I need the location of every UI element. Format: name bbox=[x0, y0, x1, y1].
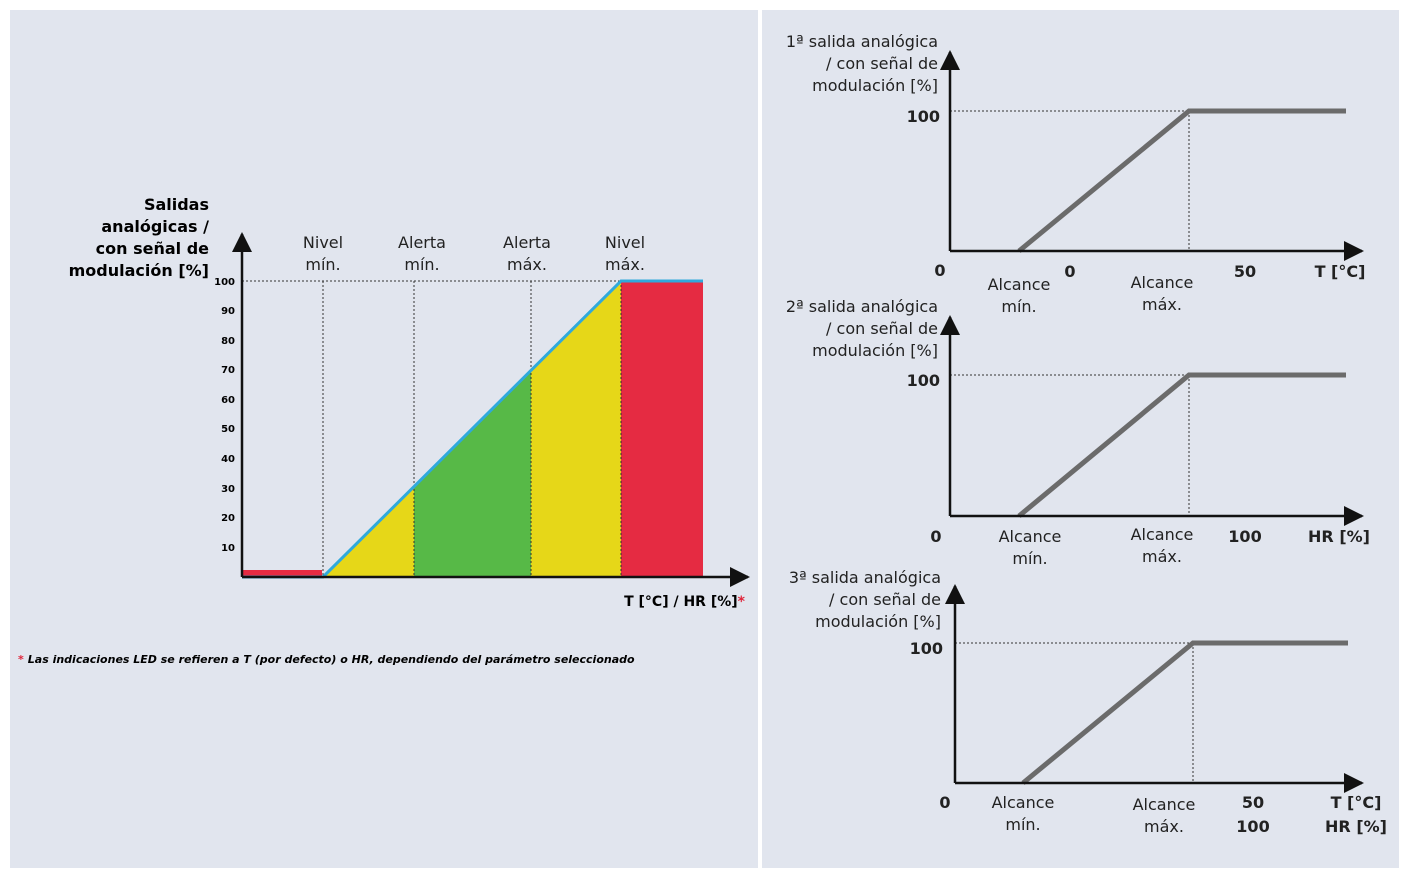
main-y-ticks: 100 90 80 70 60 50 40 30 20 10 bbox=[214, 277, 235, 554]
chart1-title-line1: 1ª salida analógica bbox=[786, 32, 938, 51]
chart2-origin-label: 0 bbox=[930, 527, 941, 546]
chart3-origin-label: 0 bbox=[939, 793, 950, 812]
chart1-y-label-100: 100 bbox=[907, 107, 940, 126]
chart2-title-line2: / con señal de bbox=[826, 319, 938, 338]
chart2-range-max-2: máx. bbox=[1142, 547, 1182, 566]
chart3-y-label-100: 100 bbox=[910, 639, 943, 658]
chart1-range-max-2: máx. bbox=[1142, 295, 1182, 314]
chart2-range-min-2: mín. bbox=[1012, 549, 1047, 568]
marker-label-nivel-min-2: mín. bbox=[305, 255, 340, 274]
marker-label-nivel-max-1: Nivel bbox=[605, 233, 645, 252]
chart1-curve bbox=[1017, 108, 1346, 253]
y-tick-label: 70 bbox=[221, 365, 235, 376]
chart1-range-max-1: Alcance bbox=[1131, 273, 1194, 292]
marker-label-alerta-min-1: Alerta bbox=[398, 233, 446, 252]
main-x-axis-asterisk: * bbox=[738, 594, 746, 610]
chart3-range-min-2: mín. bbox=[1005, 815, 1040, 834]
marker-label-nivel-max-2: máx. bbox=[605, 255, 645, 274]
chart2-x-tick-100: 100 bbox=[1228, 527, 1261, 546]
marker-label-alerta-max-2: máx. bbox=[507, 255, 547, 274]
y-tick-label: 100 bbox=[214, 277, 235, 288]
chart2-range-max-1: Alcance bbox=[1131, 525, 1194, 544]
chart1-range-min-1: Alcance bbox=[988, 275, 1051, 294]
chart3-x-tick-100: 100 bbox=[1236, 817, 1269, 836]
chart1-origin-label: 0 bbox=[934, 261, 945, 280]
chart3-curve bbox=[1021, 640, 1348, 785]
chart1-x-unit: T [°C] bbox=[1315, 262, 1366, 281]
y-tick-label: 50 bbox=[221, 424, 235, 435]
zone-green bbox=[414, 370, 531, 577]
main-y-axis-title-line2: analógicas / bbox=[101, 217, 209, 236]
marker-label-nivel-min-1: Nivel bbox=[303, 233, 343, 252]
chart3-x-tick-50: 50 bbox=[1242, 793, 1264, 812]
chart3-range-max-2: máx. bbox=[1144, 817, 1184, 836]
chart3-range-max-1: Alcance bbox=[1133, 795, 1196, 814]
marker-label-alerta-max-1: Alerta bbox=[503, 233, 551, 252]
main-x-axis-label-text: T [°C] / HR [%] bbox=[624, 594, 738, 610]
y-tick-label: 30 bbox=[221, 484, 235, 495]
chart3-x-unit-1: T [°C] bbox=[1331, 793, 1382, 812]
chart3-x-unit-2: HR [%] bbox=[1325, 817, 1387, 836]
chart1-range-min-2: mín. bbox=[1001, 297, 1036, 316]
main-y-axis-title-line3: con señal de bbox=[96, 239, 210, 258]
main-y-axis-title-line1: Salidas bbox=[144, 195, 209, 214]
chart2-title-line3: modulación [%] bbox=[812, 341, 938, 360]
small-chart-3: 3ª salida analógica / con señal de modul… bbox=[789, 568, 1387, 836]
y-tick-label: 80 bbox=[221, 336, 235, 347]
chart2-curve bbox=[1017, 372, 1346, 518]
chart3-range-min-1: Alcance bbox=[992, 793, 1055, 812]
chart1-x-tick-50: 50 bbox=[1234, 262, 1256, 281]
chart3-title-line1: 3ª salida analógica bbox=[789, 568, 941, 587]
marker-label-alerta-min-2: mín. bbox=[404, 255, 439, 274]
footnote: * Las indicaciones LED se refieren a T (p… bbox=[18, 653, 635, 666]
zone-red-low bbox=[242, 570, 322, 577]
footnote-asterisk: * bbox=[18, 653, 24, 666]
y-tick-label: 10 bbox=[221, 543, 235, 554]
chart2-y-label-100: 100 bbox=[907, 371, 940, 390]
y-tick-label: 60 bbox=[221, 395, 235, 406]
y-tick-label: 40 bbox=[221, 454, 235, 465]
chart2-title-line1: 2ª salida analógica bbox=[786, 297, 938, 316]
small-chart-1: 1ª salida analógica / con señal de modul… bbox=[786, 32, 1366, 316]
main-y-axis-title-line4: modulación [%] bbox=[69, 261, 209, 280]
footnote-text: Las indicaciones LED se refieren a T (po… bbox=[28, 653, 635, 666]
y-tick-label: 20 bbox=[221, 513, 235, 524]
main-chart: Salidas analógicas / con señal de modula… bbox=[69, 195, 750, 610]
chart2-x-unit: HR [%] bbox=[1308, 527, 1370, 546]
chart3-title-line2: / con señal de bbox=[829, 590, 941, 609]
chart1-title-line2: / con señal de bbox=[826, 54, 938, 73]
chart1-x-tick-0: 0 bbox=[1064, 262, 1075, 281]
chart1-title-line3: modulación [%] bbox=[812, 76, 938, 95]
zone-red-high bbox=[621, 281, 703, 577]
right-panel bbox=[762, 10, 1399, 868]
chart3-title-line3: modulación [%] bbox=[815, 612, 941, 631]
chart2-range-min-1: Alcance bbox=[999, 527, 1062, 546]
zone-yellow-high bbox=[531, 281, 621, 577]
small-chart-2: 2ª salida analógica / con señal de modul… bbox=[786, 297, 1370, 568]
y-tick-label: 90 bbox=[221, 306, 235, 317]
main-x-axis-label: T [°C] / HR [%]* bbox=[624, 594, 746, 610]
